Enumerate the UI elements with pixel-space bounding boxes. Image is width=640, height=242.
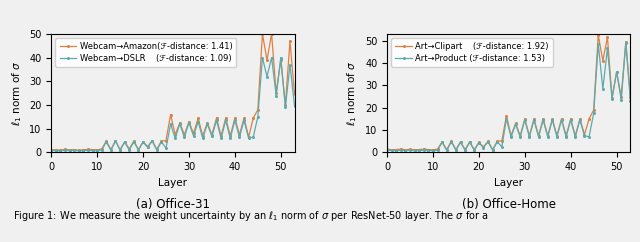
Webcam→Amazon(ℱ-distance: 1.41): (53, 24.5): 1.41): (53, 24.5): [291, 93, 298, 96]
Art→Clipart    (ℱ-distance: 1.92): (33, 7.5): 1.92): (33, 7.5): [535, 134, 543, 137]
Text: Figure 1: We measure the weight uncertainty by an $\ell_1$ norm of $\sigma$ per : Figure 1: We measure the weight uncertai…: [13, 209, 489, 223]
Line: Art→Clipart    (ℱ-distance: 1.92): Art→Clipart (ℱ-distance: 1.92): [385, 33, 632, 151]
Art→Product (ℱ-distance: 1.53): (32, 14.5): 1.53): (32, 14.5): [530, 119, 538, 121]
Line: Art→Product (ℱ-distance: 1.53): Art→Product (ℱ-distance: 1.53): [385, 41, 632, 152]
Art→Clipart    (ℱ-distance: 1.92): (0, 1.5): 1.92): (0, 1.5): [383, 148, 391, 151]
Art→Clipart    (ℱ-distance: 1.92): (30, 15): 1.92): (30, 15): [521, 117, 529, 120]
Art→Clipart    (ℱ-distance: 1.92): (37, 7.5): 1.92): (37, 7.5): [553, 134, 561, 137]
Art→Product (ℱ-distance: 1.53): (0, 1): 1.53): (0, 1): [383, 149, 391, 152]
Legend: Webcam→Amazon(ℱ-distance: 1.41), Webcam→DSLR    (ℱ-distance: 1.09): Webcam→Amazon(ℱ-distance: 1.41), Webcam→…: [56, 38, 236, 67]
Webcam→Amazon(ℱ-distance: 1.41): (0, 1.2): 1.41): (0, 1.2): [47, 148, 55, 151]
Art→Product (ℱ-distance: 1.53): (2, 0.8): 1.53): (2, 0.8): [392, 149, 400, 152]
Webcam→DSLR    (ℱ-distance: 1.09): (10, 0.8): 1.09): (10, 0.8): [93, 149, 101, 152]
Art→Clipart    (ℱ-distance: 1.92): (32, 15): 1.92): (32, 15): [530, 117, 538, 120]
Webcam→Amazon(ℱ-distance: 1.41): (32, 14.5): 1.41): (32, 14.5): [195, 117, 202, 120]
Art→Clipart    (ℱ-distance: 1.92): (46, 52.5): 1.92): (46, 52.5): [595, 34, 602, 37]
Art→Clipart    (ℱ-distance: 1.92): (10, 1.2): 1.92): (10, 1.2): [429, 148, 436, 151]
Webcam→DSLR    (ℱ-distance: 1.09): (37, 6): 1.09): (37, 6): [217, 137, 225, 140]
Webcam→DSLR    (ℱ-distance: 1.09): (33, 6): 1.09): (33, 6): [199, 137, 207, 140]
Webcam→DSLR    (ℱ-distance: 1.09): (2, 0.7): 1.09): (2, 0.7): [56, 149, 64, 152]
Line: Webcam→Amazon(ℱ-distance: 1.41): Webcam→Amazon(ℱ-distance: 1.41): [50, 32, 296, 152]
Webcam→DSLR    (ℱ-distance: 1.09): (46, 40): 1.09): (46, 40): [259, 56, 266, 59]
Webcam→Amazon(ℱ-distance: 1.41): (37, 7): 1.41): (37, 7): [217, 134, 225, 137]
Art→Product (ℱ-distance: 1.53): (52, 49): 1.53): (52, 49): [622, 41, 630, 44]
Webcam→Amazon(ℱ-distance: 1.41): (30, 13): 1.41): (30, 13): [185, 120, 193, 123]
Text: (a) Office-31: (a) Office-31: [136, 197, 210, 211]
Webcam→Amazon(ℱ-distance: 1.41): (2, 1): 1.41): (2, 1): [56, 149, 64, 151]
Webcam→Amazon(ℱ-distance: 1.41): (21, 2.5): 1.41): (21, 2.5): [144, 145, 152, 148]
Webcam→Amazon(ℱ-distance: 1.41): (33, 7): 1.41): (33, 7): [199, 134, 207, 137]
Line: Webcam→DSLR    (ℱ-distance: 1.09): Webcam→DSLR (ℱ-distance: 1.09): [50, 56, 296, 152]
Y-axis label: $\ell_1$ norm of $\sigma$: $\ell_1$ norm of $\sigma$: [10, 60, 24, 126]
Webcam→DSLR    (ℱ-distance: 1.09): (32, 13): 1.09): (32, 13): [195, 120, 202, 123]
Art→Clipart    (ℱ-distance: 1.92): (21, 2.5): 1.92): (21, 2.5): [479, 145, 487, 148]
Art→Product (ℱ-distance: 1.53): (30, 14.5): 1.53): (30, 14.5): [521, 119, 529, 121]
X-axis label: Layer: Layer: [158, 178, 188, 188]
Legend: Art→Clipart    (ℱ-distance: 1.92), Art→Product (ℱ-distance: 1.53): Art→Clipart (ℱ-distance: 1.92), Art→Prod…: [391, 38, 553, 67]
Webcam→Amazon(ℱ-distance: 1.41): (10, 1.1): 1.41): (10, 1.1): [93, 148, 101, 151]
Webcam→DSLR    (ℱ-distance: 1.09): (53, 19.5): 1.09): (53, 19.5): [291, 105, 298, 108]
Art→Product (ℱ-distance: 1.53): (53, 23): 1.53): (53, 23): [627, 99, 634, 102]
Y-axis label: $\ell_1$ norm of $\sigma$: $\ell_1$ norm of $\sigma$: [346, 60, 360, 126]
Webcam→DSLR    (ℱ-distance: 1.09): (21, 2.2): 1.09): (21, 2.2): [144, 146, 152, 149]
Art→Product (ℱ-distance: 1.53): (33, 7): 1.53): (33, 7): [535, 135, 543, 138]
Art→Clipart    (ℱ-distance: 1.92): (53, 25): 1.92): (53, 25): [627, 95, 634, 98]
Art→Product (ℱ-distance: 1.53): (10, 0.8): 1.53): (10, 0.8): [429, 149, 436, 152]
Webcam→DSLR    (ℱ-distance: 1.09): (0, 0.8): 1.09): (0, 0.8): [47, 149, 55, 152]
Webcam→Amazon(ℱ-distance: 1.41): (46, 50): 1.41): (46, 50): [259, 32, 266, 35]
Webcam→DSLR    (ℱ-distance: 1.09): (30, 12.5): 1.09): (30, 12.5): [185, 121, 193, 124]
X-axis label: Layer: Layer: [494, 178, 524, 188]
Text: (b) Office-Home: (b) Office-Home: [461, 197, 556, 211]
Art→Product (ℱ-distance: 1.53): (37, 7): 1.53): (37, 7): [553, 135, 561, 138]
Art→Product (ℱ-distance: 1.53): (21, 2.2): 1.53): (21, 2.2): [479, 146, 487, 149]
Art→Clipart    (ℱ-distance: 1.92): (1, 1.2): 1.92): (1, 1.2): [388, 148, 396, 151]
